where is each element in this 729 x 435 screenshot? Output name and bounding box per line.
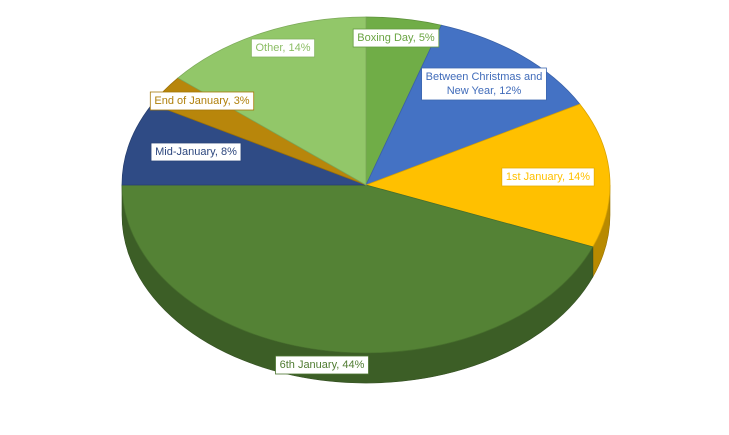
pie-label-text-2-line-1: Between Christmas and (426, 71, 543, 83)
pie-label-5: Mid-January, 8% (150, 142, 242, 162)
pie-label-2: Between Christmas and New Year, 12% (421, 67, 547, 101)
pie-label-box-6 (149, 91, 255, 111)
pie-label-box-1 (352, 28, 440, 48)
pie-top-faces (121, 16, 611, 354)
pie-label-1: Boxing Day, 5% (352, 28, 440, 48)
pie-slice-2 (365, 24, 581, 186)
pie-label-box-3 (501, 167, 595, 187)
pie-slice-3 (364, 103, 611, 248)
pie-label-6: End of January, 3% (149, 91, 255, 111)
pie-label-box-4 (275, 355, 369, 375)
pie-label-box-2 (421, 67, 547, 101)
pie-label-box-7 (250, 38, 316, 58)
pie-label-4: 6th January, 44% (275, 355, 369, 375)
pie-label-text-5: Mid-January, 8% (155, 146, 237, 158)
pie-label-box-5 (150, 142, 242, 162)
pie-labels: Boxing Day, 5% Between Christmas and New Y… (149, 28, 595, 375)
pie-label-text-7: Other, 14% (255, 42, 310, 54)
pie-label-3: 1st January, 14% (501, 167, 595, 187)
pie-slice-4 (121, 184, 594, 354)
pie-slice-7 (177, 16, 367, 186)
pie-label-7: Other, 14% (250, 38, 316, 58)
pie-label-text-1: Boxing Day, 5% (357, 32, 435, 44)
pie-label-text-4: 6th January, 44% (280, 359, 365, 371)
pie-label-text-3: 1st January, 14% (506, 171, 590, 183)
pie-label-text-6: End of January, 3% (154, 95, 249, 107)
pie-label-text-2-line-2: New Year, 12% (447, 85, 522, 97)
